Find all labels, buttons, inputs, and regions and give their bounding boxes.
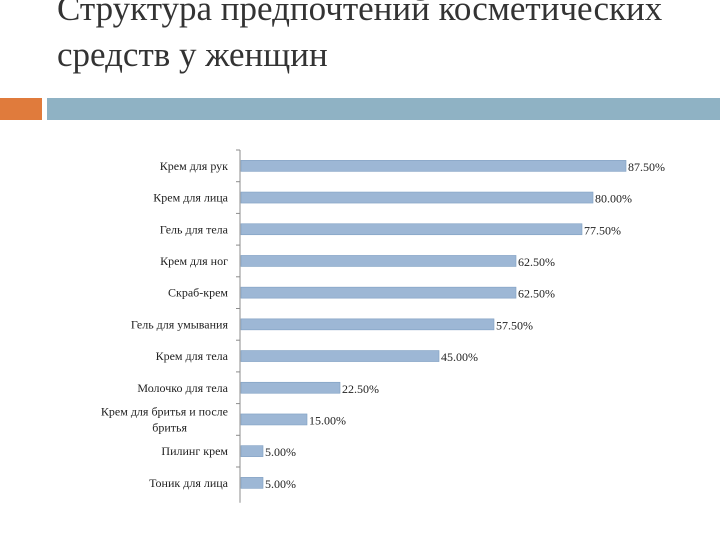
- category-label: Молочко для тела: [137, 381, 228, 395]
- category-label: Тоник для лица: [149, 476, 229, 490]
- value-label: 22.50%: [342, 382, 379, 396]
- bar: [240, 477, 264, 489]
- value-label: 57.50%: [496, 318, 533, 332]
- value-label: 62.50%: [518, 287, 555, 301]
- category-label: Пилинг крем: [161, 444, 228, 458]
- title-rule-bar: [47, 98, 720, 120]
- category-label: Крем для ног: [160, 254, 228, 268]
- bar: [240, 381, 341, 394]
- category-label: Крем для рук: [160, 159, 228, 173]
- category-label: Скраб-крем: [168, 286, 228, 300]
- bar: [240, 223, 583, 236]
- title-rule-accent: [0, 98, 42, 120]
- page-title: Структура предпочтений косметических сре…: [57, 0, 663, 74]
- value-label: 77.50%: [584, 223, 621, 237]
- bar: [240, 350, 440, 362]
- value-label: 5.00%: [265, 445, 296, 459]
- value-label: 62.50%: [518, 255, 555, 269]
- bar: [240, 255, 517, 267]
- value-label: 5.00%: [265, 477, 296, 491]
- bar: [240, 160, 627, 172]
- category-label: Гель для тела: [160, 222, 229, 236]
- bar: [240, 191, 594, 204]
- bar: [240, 318, 495, 331]
- bar: [240, 413, 308, 426]
- bar: [240, 445, 264, 457]
- category-label: Крем для бритья и после бритья: [101, 404, 228, 434]
- category-label: Крем для лица: [153, 191, 228, 205]
- value-label: 45.00%: [441, 350, 478, 364]
- bar: [240, 286, 517, 299]
- value-label: 80.00%: [595, 192, 632, 206]
- category-label: Крем для тела: [156, 349, 229, 363]
- value-label: 87.50%: [628, 160, 665, 174]
- category-label: Гель для умывания: [131, 317, 229, 331]
- value-label: 15.00%: [309, 413, 346, 427]
